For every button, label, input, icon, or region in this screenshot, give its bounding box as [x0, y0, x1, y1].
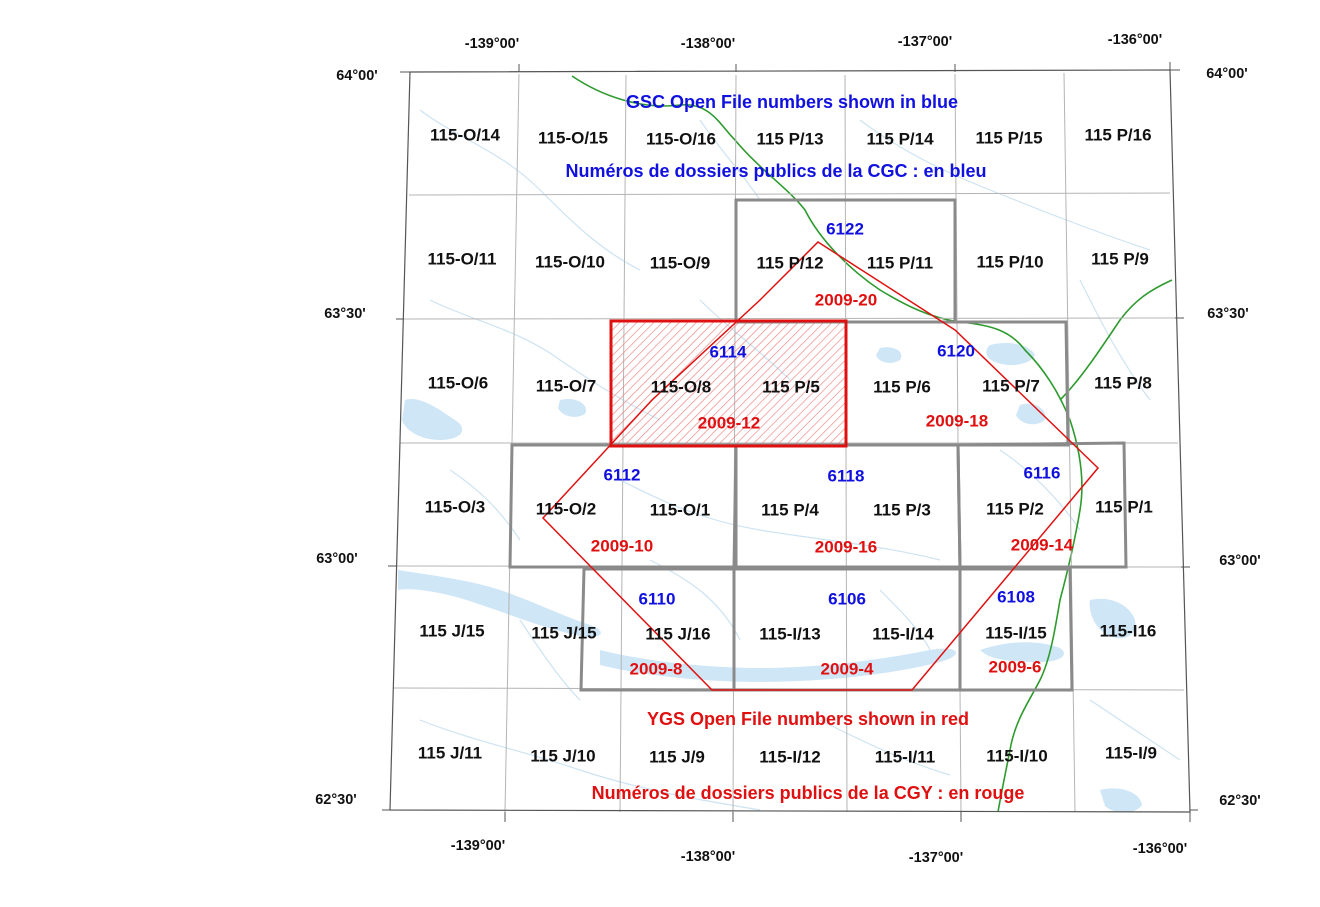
lon-top-136: -136°00' — [1107, 31, 1163, 48]
lon-bottom-137: -137°00' — [908, 849, 964, 866]
sheet-label: 115 J/10 — [530, 746, 596, 766]
ygs-number: 2009-18 — [925, 411, 989, 431]
sheet-label: 115-O/9 — [649, 253, 711, 273]
sheet-label: 115-O/15 — [538, 128, 608, 148]
gsc-number: 6114 — [709, 342, 747, 362]
sheet-label: 115-I/13 — [759, 624, 821, 644]
lon-bottom-139: -139°00' — [450, 837, 506, 854]
ygs-number: 2009-14 — [1010, 535, 1074, 555]
lon-top-139: -139°00' — [464, 35, 520, 52]
sheet-label: 115-O/11 — [427, 249, 497, 269]
lat-right-63-30: 63°30' — [1207, 305, 1249, 322]
sheet-label: 115 J/9 — [649, 747, 705, 767]
sheet-label: 115 P/12 — [756, 253, 824, 273]
lat-left-63: 63°00' — [316, 550, 358, 567]
sheet-label: 115 P/4 — [761, 500, 819, 520]
lat-right-63: 63°00' — [1219, 552, 1261, 569]
sheet-label: 115-O/2 — [535, 499, 597, 519]
legend-gsc-en: GSC Open File numbers shown in blue — [625, 92, 959, 112]
sheet-label: 115 P/7 — [982, 376, 1040, 396]
river-branch — [1059, 279, 1173, 401]
sheet-label: 115-O/8 — [650, 377, 712, 397]
ygs-outline — [541, 241, 1100, 691]
lon-top-137: -137°00' — [897, 33, 953, 50]
legend-ygs-fr: Numéros de dossiers publics de la CGY : … — [591, 783, 1025, 803]
water-bodies — [398, 343, 1142, 813]
lat-left-63-30: 63°30' — [324, 305, 366, 322]
sheet-label: 115 P/8 — [1094, 373, 1152, 393]
sheet-label: 115 P/15 — [975, 128, 1043, 148]
sheet-label: 115 P/2 — [986, 499, 1044, 519]
legend-ygs-en: YGS Open File numbers shown in red — [646, 709, 970, 729]
sheet-label: 115-O/10 — [535, 252, 605, 272]
lat-right-64: 64°00' — [1206, 65, 1248, 82]
sheet-label: 115-I16 — [1099, 621, 1157, 641]
sheet-label: 115 P/3 — [873, 500, 931, 520]
gsc-number: 6118 — [827, 466, 865, 486]
frame-ticks — [382, 62, 1198, 822]
ygs-number: 2009-20 — [814, 290, 878, 310]
lat-right-62-30: 62°30' — [1219, 792, 1261, 809]
gsc-number: 6108 — [997, 587, 1035, 607]
sheet-label: 115 J/16 — [645, 624, 711, 644]
sheet-label: 115 J/15 — [531, 623, 597, 643]
sheet-label: 115-I/14 — [872, 624, 934, 644]
sheet-label: 115-I/10 — [986, 746, 1048, 766]
river-line — [571, 75, 1083, 813]
sheet-label: 115-I/15 — [985, 623, 1047, 643]
sheet-label: 115 P/16 — [1084, 125, 1152, 145]
sheet-label: 115-O/1 — [649, 500, 711, 520]
highlight-area-2009-12 — [611, 321, 846, 446]
gsc-number: 6116 — [1023, 463, 1061, 483]
ygs-box-2009-12 — [609, 319, 848, 448]
sheet-label: 115 P/9 — [1091, 249, 1149, 269]
sheet-label: 115 P/10 — [976, 252, 1044, 272]
sheet-label: 115 P/1 — [1095, 497, 1153, 517]
gsc-number: 6122 — [826, 219, 864, 239]
ygs-number: 2009-4 — [820, 659, 874, 679]
gsc-number: 6110 — [638, 589, 676, 609]
sheet-label: 115 J/11 — [417, 743, 483, 763]
sheet-label: 115-I/12 — [759, 747, 821, 767]
lon-top-138: -138°00' — [680, 35, 736, 52]
sheet-label: 115 P/6 — [873, 377, 931, 397]
sheet-label: 115-O/3 — [424, 497, 486, 517]
sheet-label: 115-O/16 — [646, 129, 716, 149]
lon-bottom-136: -136°00' — [1132, 840, 1188, 857]
ygs-number: 2009-10 — [590, 536, 654, 556]
sheet-label: 115 P/14 — [866, 129, 934, 149]
legend-gsc-fr: Numéros de dossiers publics de la CGC : … — [565, 161, 987, 181]
sheet-label: 115-O/7 — [535, 376, 597, 396]
sheet-label: 115 J/15 — [419, 621, 485, 641]
sheet-label: 115-O/14 — [430, 125, 500, 145]
sheet-label: 115-I/11 — [874, 747, 936, 767]
ygs-number: 2009-16 — [814, 537, 878, 557]
gsc-number: 6106 — [828, 589, 866, 609]
sheet-label: 115 P/13 — [756, 129, 824, 149]
lon-bottom-138: -138°00' — [680, 848, 736, 865]
gsc-number: 6112 — [603, 465, 641, 485]
sheet-label: 115 P/11 — [866, 253, 934, 273]
ygs-number: 2009-8 — [629, 659, 683, 679]
sheet-label: 115-O/6 — [427, 373, 489, 393]
sheet-label: 115-I/9 — [1105, 743, 1157, 763]
sheet-label: 115 P/5 — [762, 377, 820, 397]
lat-left-64: 64°00' — [336, 67, 378, 84]
gsc-number: 6120 — [937, 341, 975, 361]
ygs-number: 2009-12 — [697, 413, 761, 433]
lat-left-62-30: 62°30' — [315, 791, 357, 808]
ygs-number: 2009-6 — [988, 657, 1042, 677]
